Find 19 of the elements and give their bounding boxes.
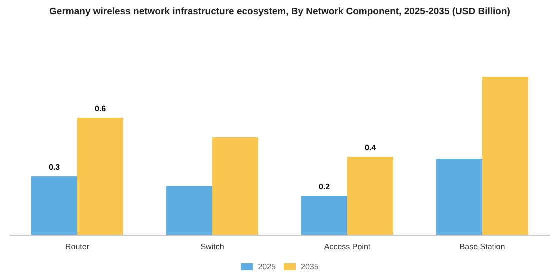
data-label: 0.2 (318, 182, 331, 192)
bar (212, 138, 258, 235)
bar (348, 157, 394, 235)
data-label: 0.4 (364, 144, 377, 152)
bar (302, 196, 348, 235)
data-label: 0.6 (94, 104, 107, 114)
legend-label: 2025 (258, 262, 277, 272)
bar (32, 176, 78, 235)
bar (166, 186, 212, 235)
chart-title: Germany wireless network infrastructure ecosystem, By Network Component, 2025-2035 (USD Billion) (50, 6, 510, 18)
legend-label: 2035 (301, 262, 320, 272)
x-tick-label: Base Station (460, 242, 506, 252)
x-tick-label: Switch (200, 242, 224, 252)
bar (78, 118, 124, 235)
x-tick-label: Router (65, 242, 90, 252)
bar (482, 77, 528, 235)
data-label: 0.3 (48, 163, 61, 172)
x-tick-label: Access Point (324, 242, 372, 252)
bar (436, 158, 482, 235)
